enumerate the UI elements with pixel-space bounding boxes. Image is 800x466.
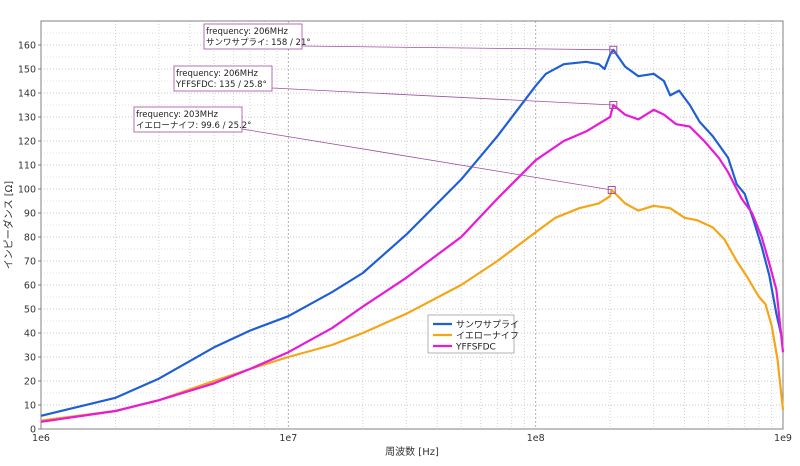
y-tick-label: 20	[24, 377, 36, 388]
legend-label: サンワサプライ	[456, 320, 519, 331]
y-tick-label: 80	[24, 233, 36, 244]
annotation-line2: YFFSFDC: 135 / 25.8°	[175, 80, 267, 90]
y-tick-label: 150	[18, 65, 36, 76]
y-tick-label: 110	[18, 161, 36, 172]
annotation-box	[173, 65, 273, 92]
x-tick-label: 1e6	[32, 433, 50, 444]
y-tick-label: 130	[18, 113, 36, 124]
y-tick-label: 30	[24, 353, 36, 364]
y-tick-label: 160	[18, 41, 36, 52]
y-axis-label: インピーダンス [Ω]	[2, 181, 15, 270]
annotation-marker	[607, 185, 616, 194]
plot-frame	[40, 20, 784, 430]
legend-label: YFFSFDC	[455, 343, 496, 353]
y-tick-label: 70	[24, 257, 36, 268]
annotation-line2: サンワサプライ: 158 / 21°	[206, 38, 311, 48]
y-tick-label: 60	[24, 281, 36, 292]
y-tick-label: 0	[30, 425, 36, 436]
series-line-1	[40, 48, 782, 417]
y-tick-label: 50	[24, 305, 36, 316]
y-tick-label: 120	[18, 137, 36, 148]
annotation-marker	[609, 101, 618, 109]
y-tick-label: 140	[18, 89, 36, 100]
x-axis-label: 周波数 [Hz]	[385, 445, 439, 458]
legend-label: イエローナイフ	[456, 331, 519, 342]
annotation-line2: イエローナイフ: 99.6 / 25.2°	[136, 121, 251, 131]
y-tick-label: 40	[24, 329, 36, 340]
y-tick-label: 90	[24, 209, 36, 220]
series-line-3	[40, 103, 785, 423]
y-tick-label: 10	[24, 401, 36, 412]
annotation-leader	[241, 128, 612, 191]
annotation-leader	[271, 87, 614, 106]
annotation-leader	[301, 45, 614, 51]
annotation-line1: frequency: 206MHz	[176, 69, 259, 79]
annotation-box	[203, 23, 303, 50]
annotation-box	[133, 106, 243, 133]
annotation-line1: frequency: 203MHz	[136, 110, 219, 120]
annotation-marker	[609, 45, 618, 54]
x-tick-label: 1e8	[527, 433, 545, 444]
x-tick-label: 1e7	[279, 433, 297, 444]
y-tick-label: 100	[18, 185, 36, 196]
x-tick-label: 1e9	[774, 433, 792, 444]
annotation-line1: frequency: 206MHz	[206, 27, 289, 37]
